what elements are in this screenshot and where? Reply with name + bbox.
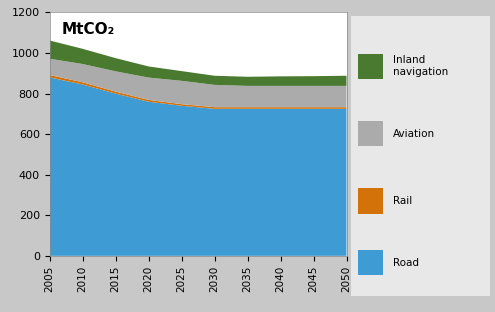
Text: MtCO₂: MtCO₂ — [61, 22, 115, 37]
FancyBboxPatch shape — [358, 121, 383, 146]
FancyBboxPatch shape — [358, 188, 383, 213]
Text: Rail: Rail — [393, 196, 412, 206]
Text: Inland
navigation: Inland navigation — [393, 55, 448, 77]
Text: Road: Road — [393, 258, 419, 268]
Text: Aviation: Aviation — [393, 129, 435, 139]
FancyBboxPatch shape — [358, 54, 383, 79]
FancyBboxPatch shape — [358, 250, 383, 275]
